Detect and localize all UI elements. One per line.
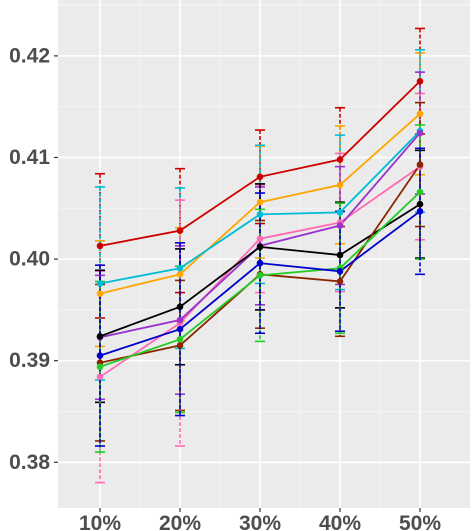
y-axis-tick-labels: 0.38 0.39 0.40 0.41 0.42 <box>9 44 50 473</box>
x-axis-tick-labels: 10% 20% 30% 40% 50% <box>79 512 441 531</box>
data-point <box>256 198 264 206</box>
data-point <box>96 363 104 371</box>
data-point <box>176 227 184 234</box>
x-tick-label: 20% <box>159 512 201 531</box>
data-point <box>176 271 184 278</box>
x-tick-label: 50% <box>399 512 441 531</box>
data-point <box>416 208 424 215</box>
data-point <box>176 342 184 349</box>
data-point <box>416 129 424 137</box>
data-point <box>336 251 344 259</box>
data-point <box>176 303 184 311</box>
x-tick-label: 40% <box>319 512 361 531</box>
data-point <box>416 110 424 118</box>
x-axis-ticks <box>99 508 421 512</box>
data-point <box>336 156 344 163</box>
y-tick-label: 0.40 <box>9 248 50 271</box>
data-point <box>256 243 264 251</box>
data-point <box>176 316 184 324</box>
data-point <box>176 325 184 333</box>
data-point <box>416 77 424 85</box>
y-axis-ticks <box>54 55 58 463</box>
data-point <box>96 352 104 359</box>
data-point <box>256 211 264 218</box>
data-point <box>336 209 344 216</box>
y-tick-label: 0.38 <box>9 451 50 474</box>
y-tick-label: 0.39 <box>9 349 50 372</box>
data-point <box>256 272 264 279</box>
data-point <box>96 373 104 381</box>
data-point <box>176 264 184 272</box>
data-point <box>256 235 264 243</box>
x-tick-label: 10% <box>79 512 121 531</box>
data-point <box>176 336 184 343</box>
data-point <box>256 173 264 181</box>
data-point <box>336 181 344 189</box>
data-points <box>96 77 424 381</box>
data-point <box>336 278 344 285</box>
data-point <box>96 242 104 250</box>
data-point <box>256 259 264 267</box>
y-tick-label: 0.41 <box>9 146 50 169</box>
data-point <box>96 332 104 340</box>
data-point <box>336 267 344 275</box>
data-point <box>96 290 104 297</box>
plot-panel <box>58 0 470 508</box>
data-point <box>416 161 424 168</box>
x-tick-label: 30% <box>239 512 281 531</box>
y-tick-label: 0.42 <box>9 44 50 67</box>
minor-gridlines <box>58 0 470 508</box>
data-point <box>96 280 104 287</box>
data-point <box>336 222 344 229</box>
data-point <box>416 200 424 208</box>
data-point <box>416 188 424 196</box>
